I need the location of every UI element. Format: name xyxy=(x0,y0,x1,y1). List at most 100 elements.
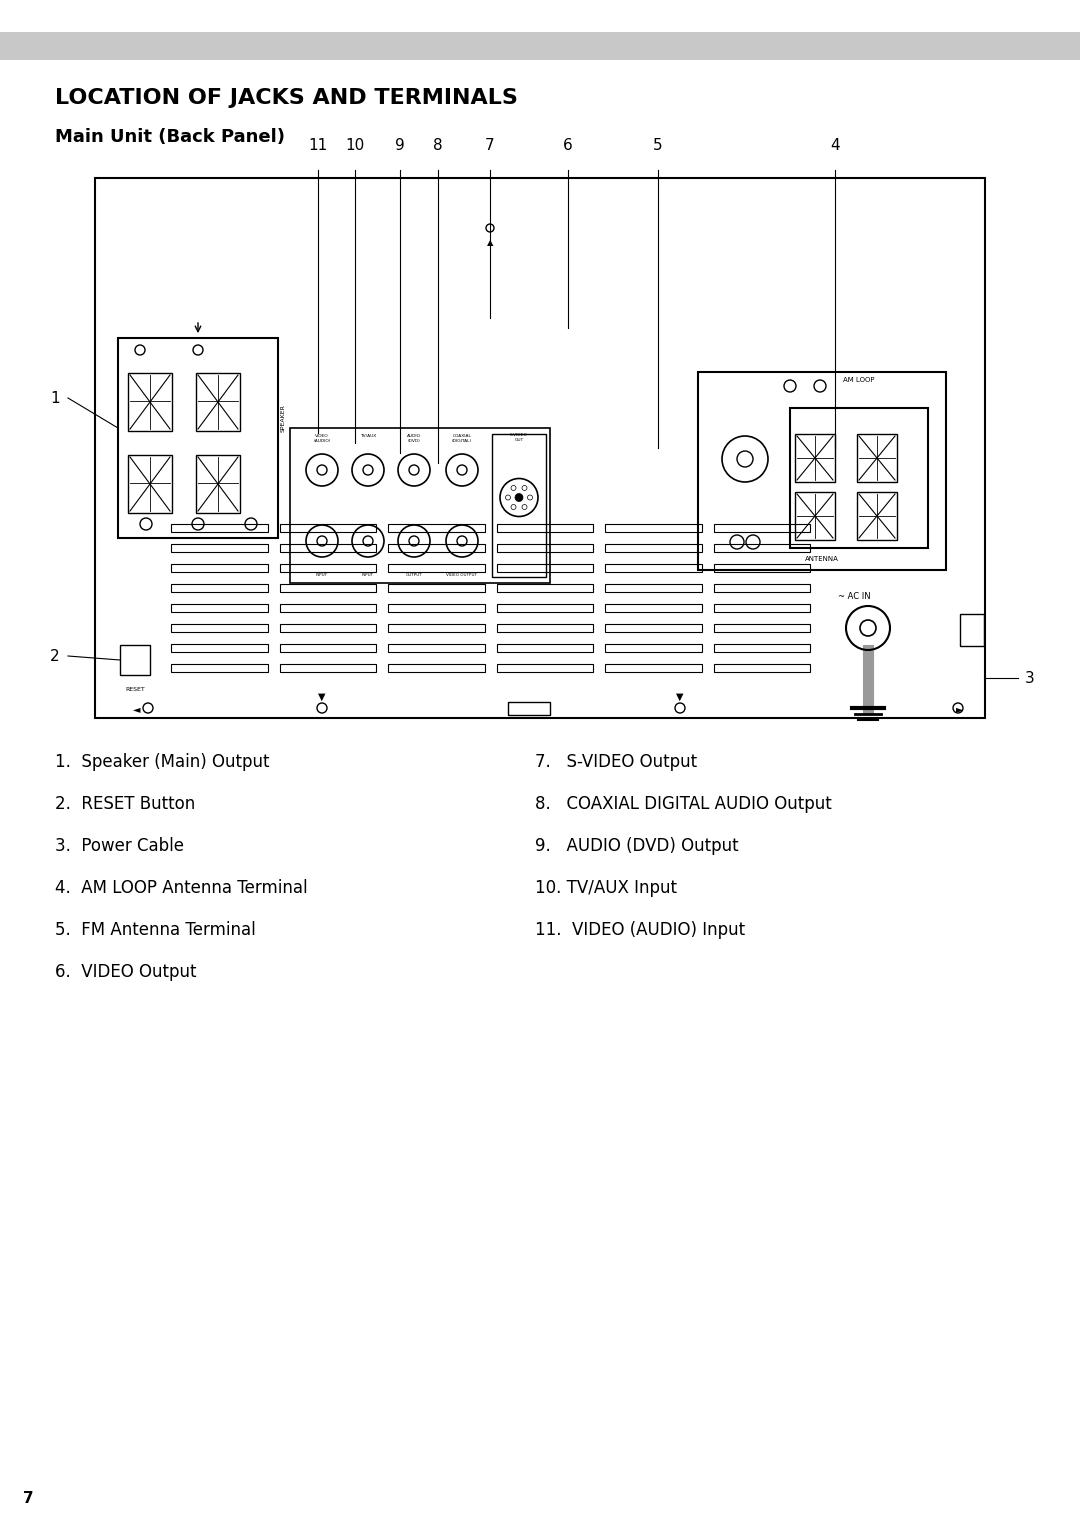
Text: VIDEO
(AUDIO): VIDEO (AUDIO) xyxy=(313,434,330,443)
Text: ~ AC IN: ~ AC IN xyxy=(838,591,870,601)
Text: 1.  Speaker (Main) Output: 1. Speaker (Main) Output xyxy=(55,753,270,772)
Text: ANTENNA: ANTENNA xyxy=(805,556,839,562)
Bar xyxy=(291,428,550,584)
Bar xyxy=(605,524,702,532)
Text: 7: 7 xyxy=(23,1491,33,1507)
Bar xyxy=(714,623,810,633)
Bar xyxy=(714,524,810,532)
Bar xyxy=(497,564,593,571)
Bar xyxy=(280,524,376,532)
Bar xyxy=(497,665,593,672)
Bar xyxy=(171,665,268,672)
Bar xyxy=(795,492,835,539)
Bar xyxy=(497,643,593,652)
Text: 7: 7 xyxy=(485,138,495,153)
Text: 8.   COAXIAL DIGITAL AUDIO Output: 8. COAXIAL DIGITAL AUDIO Output xyxy=(535,795,832,813)
Bar xyxy=(280,544,376,552)
Text: 5: 5 xyxy=(653,138,663,153)
Text: ►: ► xyxy=(956,704,963,714)
Text: 6: 6 xyxy=(563,138,572,153)
Text: SPEAKER: SPEAKER xyxy=(281,403,286,432)
Text: VIDEO OUTPUT: VIDEO OUTPUT xyxy=(446,573,477,578)
Bar xyxy=(858,492,897,539)
Bar xyxy=(280,564,376,571)
Bar xyxy=(388,524,485,532)
Bar xyxy=(195,455,240,513)
Bar xyxy=(171,524,268,532)
Bar xyxy=(714,584,810,591)
Bar xyxy=(171,544,268,552)
Text: 4.  AM LOOP Antenna Terminal: 4. AM LOOP Antenna Terminal xyxy=(55,879,308,897)
Text: INPUT: INPUT xyxy=(362,573,374,578)
Text: 7.   S-VIDEO Output: 7. S-VIDEO Output xyxy=(535,753,697,772)
Bar xyxy=(118,338,278,538)
Text: OUTPUT: OUTPUT xyxy=(406,573,422,578)
Bar xyxy=(698,371,946,570)
Bar xyxy=(714,544,810,552)
Bar xyxy=(171,604,268,613)
Bar xyxy=(795,434,835,481)
Text: 2: 2 xyxy=(50,648,59,663)
Text: 1: 1 xyxy=(50,391,59,405)
Text: 8: 8 xyxy=(433,138,443,153)
Bar xyxy=(280,604,376,613)
Bar xyxy=(605,604,702,613)
Text: 9: 9 xyxy=(395,138,405,153)
Bar xyxy=(280,643,376,652)
Bar xyxy=(195,373,240,431)
Text: ▲: ▲ xyxy=(487,238,494,248)
Text: AM LOOP: AM LOOP xyxy=(843,377,875,384)
Text: 11.  VIDEO (AUDIO) Input: 11. VIDEO (AUDIO) Input xyxy=(535,921,745,940)
Text: Main Unit (Back Panel): Main Unit (Back Panel) xyxy=(55,128,285,147)
Text: 11: 11 xyxy=(309,138,327,153)
Bar xyxy=(388,665,485,672)
Bar xyxy=(388,544,485,552)
Bar xyxy=(714,665,810,672)
Text: 9.   AUDIO (DVD) Output: 9. AUDIO (DVD) Output xyxy=(535,837,739,856)
Bar xyxy=(388,623,485,633)
Bar xyxy=(120,645,150,675)
Text: RESET: RESET xyxy=(125,688,145,692)
Bar xyxy=(497,544,593,552)
Bar xyxy=(960,614,984,646)
Bar xyxy=(388,643,485,652)
Bar xyxy=(280,584,376,591)
Bar xyxy=(95,177,985,718)
Text: 6.  VIDEO Output: 6. VIDEO Output xyxy=(55,963,197,981)
Text: TV/AUX: TV/AUX xyxy=(360,434,376,439)
Text: ◄: ◄ xyxy=(133,704,140,714)
Circle shape xyxy=(515,494,523,501)
Bar xyxy=(497,623,593,633)
Text: INPUT: INPUT xyxy=(316,573,328,578)
Text: 4: 4 xyxy=(831,138,840,153)
Bar xyxy=(605,564,702,571)
Bar xyxy=(280,665,376,672)
Text: 10. TV/AUX Input: 10. TV/AUX Input xyxy=(535,879,677,897)
Text: 3.  Power Cable: 3. Power Cable xyxy=(55,837,184,856)
Bar xyxy=(497,524,593,532)
Text: 5.  FM Antenna Terminal: 5. FM Antenna Terminal xyxy=(55,921,256,940)
Bar xyxy=(508,701,550,715)
Text: COAXIAL
(DIGITAL): COAXIAL (DIGITAL) xyxy=(451,434,472,443)
Bar xyxy=(492,434,546,578)
Bar xyxy=(497,584,593,591)
Bar xyxy=(171,623,268,633)
Bar xyxy=(388,584,485,591)
Text: AUDIO
(DVD): AUDIO (DVD) xyxy=(407,434,421,443)
Text: ▼: ▼ xyxy=(676,692,684,701)
Bar xyxy=(714,604,810,613)
Bar xyxy=(388,564,485,571)
Bar xyxy=(605,643,702,652)
Bar xyxy=(605,544,702,552)
Bar xyxy=(789,408,928,549)
Bar xyxy=(171,584,268,591)
Bar xyxy=(714,564,810,571)
Text: 3: 3 xyxy=(1025,671,1035,686)
Bar xyxy=(388,604,485,613)
Bar xyxy=(0,32,1080,60)
Text: S-VIDEO
OUT: S-VIDEO OUT xyxy=(510,432,528,442)
Bar xyxy=(171,643,268,652)
Text: LOCATION OF JACKS AND TERMINALS: LOCATION OF JACKS AND TERMINALS xyxy=(55,89,518,108)
Bar xyxy=(605,665,702,672)
Bar xyxy=(129,373,172,431)
